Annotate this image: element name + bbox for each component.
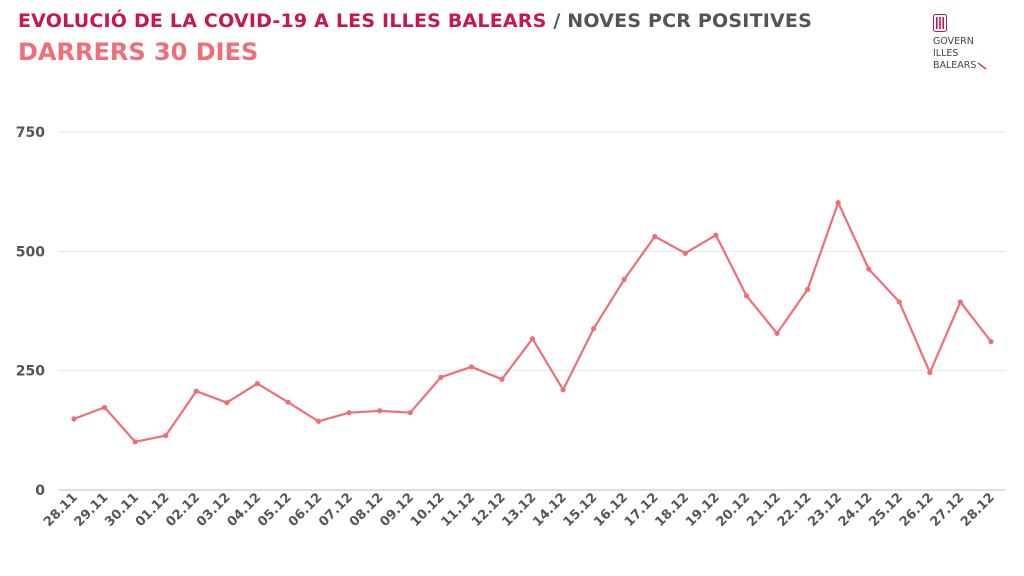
coat-of-arms-icon xyxy=(933,14,947,32)
y-tick-label: 250 xyxy=(16,364,45,380)
chart-header: EVOLUCIÓ DE LA COVID-19 A LES ILLES BALE… xyxy=(18,10,812,66)
x-tick-label: 07.12 xyxy=(316,490,356,530)
x-tick-label: 13.12 xyxy=(500,490,540,530)
govern-logo: GOVERN ILLES BALEARS xyxy=(933,14,1013,72)
x-tick-label: 14.12 xyxy=(530,490,570,530)
data-point xyxy=(468,364,474,370)
data-point xyxy=(713,232,719,238)
data-point xyxy=(927,369,933,376)
data-point xyxy=(71,416,77,422)
data-point xyxy=(254,380,260,387)
x-tick-label: 27.12 xyxy=(928,490,968,530)
data-point xyxy=(407,410,413,416)
data-point xyxy=(560,387,566,393)
x-tick-label: 11.12 xyxy=(439,490,479,530)
data-point xyxy=(529,336,536,342)
data-point xyxy=(805,286,811,293)
y-tick-label: 750 xyxy=(16,125,45,141)
title-separator: / xyxy=(546,10,568,32)
data-point xyxy=(193,388,199,394)
logo-line-3-text: BALEARS xyxy=(933,60,977,71)
x-tick-label: 28.11 xyxy=(41,490,81,530)
data-point xyxy=(743,293,750,299)
x-tick-label: 10.12 xyxy=(408,490,448,530)
y-tick-label: 500 xyxy=(16,244,45,260)
data-point xyxy=(621,276,627,283)
series-line xyxy=(73,201,992,443)
x-tick-label: 21.12 xyxy=(744,490,784,530)
data-point xyxy=(896,299,902,305)
data-point xyxy=(315,418,322,424)
x-tick-label: 05.12 xyxy=(255,490,295,530)
x-tick-label: 02.12 xyxy=(163,490,203,530)
x-tick-label: 08.12 xyxy=(347,490,387,530)
x-tick-label: 26.12 xyxy=(897,490,937,530)
x-tick-label: 04.12 xyxy=(225,490,265,530)
y-tick-label: 0 xyxy=(35,483,45,499)
logo-line-2: ILLES xyxy=(933,48,959,59)
x-tick-label: 23.12 xyxy=(805,490,845,530)
data-point xyxy=(866,266,872,272)
data-point xyxy=(163,432,169,439)
data-point xyxy=(591,326,597,332)
x-tick-label: 15.12 xyxy=(561,490,601,530)
data-point xyxy=(346,410,352,416)
logo-text: GOVERN ILLES BALEARS xyxy=(933,36,1013,72)
data-point xyxy=(774,330,780,337)
title-main: EVOLUCIÓ DE LA COVID-19 A LES ILLES BALE… xyxy=(18,10,547,32)
title-sub: NOVES PCR POSITIVES xyxy=(567,10,812,32)
data-point xyxy=(101,404,108,411)
x-tick-label: 06.12 xyxy=(286,490,326,530)
x-tick-label: 29.11 xyxy=(72,490,112,530)
data-point xyxy=(499,376,505,382)
x-tick-label: 03.12 xyxy=(194,490,234,530)
x-tick-label: 12.12 xyxy=(469,490,509,530)
data-point xyxy=(132,439,138,445)
x-tick-label: 24.12 xyxy=(836,490,876,530)
logo-line-1: GOVERN xyxy=(933,36,974,47)
logo-line-3: BALEARS xyxy=(933,60,1013,72)
data-point xyxy=(224,400,230,406)
data-point xyxy=(835,200,841,206)
data-point xyxy=(682,250,688,256)
data-point xyxy=(957,299,964,305)
x-tick-label: 18.12 xyxy=(652,490,692,530)
logo-slash-icon xyxy=(978,62,987,69)
data-point xyxy=(652,233,658,240)
x-tick-label: 30.11 xyxy=(102,490,142,530)
x-tick-label: 28.12 xyxy=(958,490,998,530)
x-tick-label: 19.12 xyxy=(683,490,723,530)
data-point xyxy=(988,338,994,345)
x-tick-label: 17.12 xyxy=(622,490,662,530)
x-tick-label: 16.12 xyxy=(591,490,631,530)
x-tick-label: 01.12 xyxy=(133,490,173,530)
x-tick-label: 22.12 xyxy=(775,490,815,530)
x-tick-label: 09.12 xyxy=(377,490,417,530)
x-tick-label: 20.12 xyxy=(714,490,754,530)
chart-subtitle: DARRERS 30 DIES xyxy=(18,38,259,66)
x-tick-label: 25.12 xyxy=(866,490,906,530)
chart-title: EVOLUCIÓ DE LA COVID-19 A LES ILLES BALE… xyxy=(18,10,812,32)
data-point xyxy=(438,374,444,380)
data-point xyxy=(377,408,383,414)
data-point xyxy=(285,399,291,405)
